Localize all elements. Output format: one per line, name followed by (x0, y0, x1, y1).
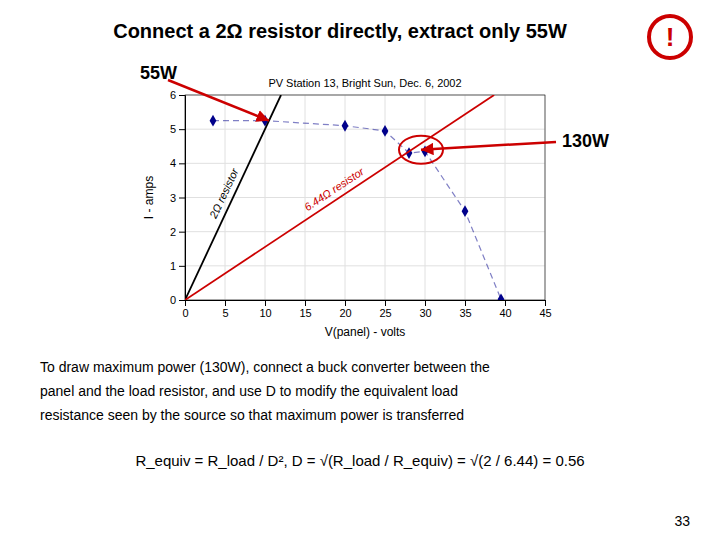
y-tick: 6 (170, 89, 185, 101)
chart-title: PV Station 13, Bright Sun, Dec. 6, 2002 (268, 77, 461, 89)
warning-mark: ! (666, 22, 675, 52)
grid-line-y (185, 197, 545, 198)
plot-frame (185, 95, 545, 300)
x-tick: 0 (182, 300, 188, 319)
x-tick-label: 25 (379, 307, 391, 319)
y-tick-mark (179, 232, 185, 233)
warning-circle (649, 16, 691, 58)
y-tick-label: 4 (170, 157, 176, 169)
x-tick-mark (305, 300, 306, 306)
annotation-text: 33 (674, 513, 690, 529)
x-tick: 15 (299, 300, 311, 319)
x-tick-label: 10 (259, 307, 271, 319)
y-tick: 0 (170, 294, 185, 306)
y-tick-label: 2 (170, 226, 176, 238)
annotation-text: resistance seen by the source so that ma… (40, 407, 464, 423)
plot-area (185, 95, 545, 300)
x-tick-mark (545, 300, 546, 306)
x-tick-label: 20 (339, 307, 351, 319)
y-tick-mark (179, 95, 185, 96)
x-axis: 0 5 10 15 20 25 30 35 40 45 (182, 300, 551, 319)
x-tick-label: 0 (182, 307, 188, 319)
y-axis-line (179, 96, 186, 301)
x-tick: 40 (499, 300, 511, 319)
x-axis-title: V(panel) - volts (325, 325, 406, 339)
x-tick-label: 40 (499, 307, 511, 319)
y-tick: 4 (170, 157, 185, 169)
series-point (342, 120, 349, 132)
grid-line-y (185, 231, 545, 232)
x-tick-mark (505, 300, 506, 306)
series-line (185, 95, 494, 300)
y-tick-mark (179, 300, 185, 301)
y-axis: 0 1 2 3 4 5 6 (170, 89, 186, 306)
y-tick: 3 (170, 192, 185, 204)
x-tick-mark (345, 300, 346, 306)
x-tick-label: 30 (419, 307, 431, 319)
x-tick-label: 15 (299, 307, 311, 319)
x-axis-line (186, 301, 546, 307)
x-tick-mark (465, 300, 466, 306)
annotation-text: To draw maximum power (130W), connect a … (40, 359, 490, 375)
x-tick-label: 5 (222, 307, 228, 319)
annotation-label: 130W (562, 131, 609, 151)
title: Connect a 2Ω resistor directly, extract … (113, 20, 567, 42)
series-label: 2Ω resistor (207, 165, 242, 221)
annotation-ellipse (399, 136, 443, 164)
y-tick-label: 5 (170, 123, 176, 135)
grid (185, 95, 545, 300)
series-point (422, 145, 429, 157)
y-tick-label: 1 (170, 260, 176, 272)
annotation-text: R_equiv = R_load / D², D = √(R_load / R_… (135, 452, 584, 469)
series-line (185, 95, 281, 300)
x-tick-mark (385, 300, 386, 306)
x-tick-label: 45 (539, 307, 551, 319)
y-tick-mark (179, 129, 185, 130)
x-tick-mark (265, 300, 266, 306)
x-tick-label: 35 (459, 307, 471, 319)
x-tick: 30 (419, 300, 431, 319)
x-tick-mark (425, 300, 426, 306)
chart-svg: Connect a 2Ω resistor directly, extract … (0, 0, 720, 540)
x-tick: 45 (539, 300, 551, 319)
annotation-arrow (168, 80, 269, 121)
x-tick: 10 (259, 300, 271, 319)
y-tick-mark (179, 266, 185, 267)
annotation-text: panel and the load resistor, and use D t… (40, 383, 458, 399)
x-tick: 25 (379, 300, 391, 319)
series-point (498, 293, 505, 300)
series-point (210, 115, 217, 127)
series-point (382, 125, 389, 137)
y-tick: 1 (170, 260, 185, 272)
annotations: 55W 130W! To draw maximum power (130W), co… (40, 16, 691, 529)
annotation-label: 55W (140, 63, 177, 83)
grid-line-y (185, 163, 545, 164)
x-tick: 5 (222, 300, 228, 319)
x-tick: 20 (339, 300, 351, 319)
x-tick-mark (225, 300, 226, 306)
series-labels: 2Ω resistor 6.44Ω resistor (207, 164, 367, 221)
y-tick: 2 (170, 226, 185, 238)
y-tick: 5 (170, 123, 185, 135)
series-point (462, 205, 469, 217)
y-axis-title: I - amps (142, 176, 156, 219)
series-label: 6.44Ω resistor (302, 164, 367, 213)
y-tick-label: 3 (170, 192, 176, 204)
plot-marks (185, 95, 504, 300)
y-tick-mark (179, 163, 185, 164)
x-tick: 35 (459, 300, 471, 319)
y-tick-mark (179, 198, 185, 199)
grid-line-y (185, 265, 545, 266)
y-tick-label: 0 (170, 294, 176, 306)
y-tick-label: 6 (170, 89, 176, 101)
